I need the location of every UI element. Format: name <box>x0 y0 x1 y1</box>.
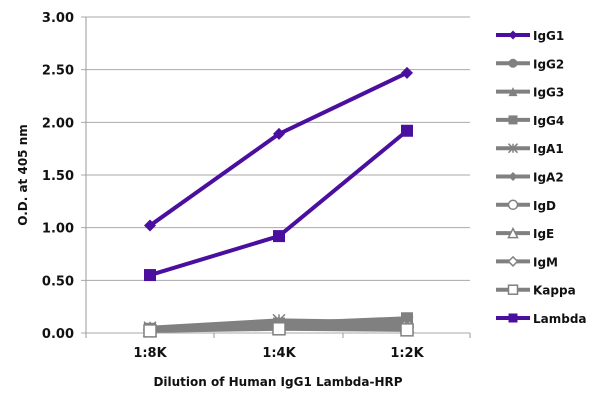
diamond-marker <box>273 127 285 140</box>
diamond-marker <box>144 219 156 232</box>
legend-label: Kappa <box>533 284 576 298</box>
legend-label: IgG1 <box>533 29 564 43</box>
diamond-marker <box>508 30 518 40</box>
x-tick-label: 1:2K <box>390 346 424 361</box>
series-line <box>148 71 408 228</box>
legend-item: IgE <box>496 226 554 241</box>
legend-label: IgE <box>533 227 554 241</box>
diamond-marker <box>507 255 519 267</box>
y-tick-label: 1.00 <box>42 222 74 237</box>
square-marker <box>401 124 413 137</box>
legend-label: IgM <box>533 255 558 269</box>
y-tick-label: 1.50 <box>42 169 74 184</box>
legend-label: IgD <box>533 199 556 213</box>
y-axis-label: O.D. at 405 nm <box>16 124 30 225</box>
square-marker <box>508 313 518 323</box>
legend-label: IgG2 <box>533 57 564 71</box>
square-marker <box>273 230 285 243</box>
triangle-marker <box>507 226 519 239</box>
legend-item: IgG3 <box>496 86 564 100</box>
legend-label: IgA2 <box>533 171 564 185</box>
square-marker <box>144 269 156 282</box>
legend-item: IgD <box>496 199 556 213</box>
diamond-marker <box>401 66 413 79</box>
legend-item: IgA2 <box>496 171 564 185</box>
legend-item: IgA1 <box>496 142 564 156</box>
circle-marker <box>507 199 519 211</box>
triangle-marker <box>508 87 518 97</box>
legend-label: IgA1 <box>533 142 564 156</box>
x-marker-stroke <box>507 143 519 154</box>
y-tick-label: 2.50 <box>42 64 74 79</box>
x-marker <box>507 143 519 154</box>
square-marker <box>400 323 414 337</box>
series-igg1 <box>144 66 413 232</box>
square-marker <box>507 284 519 295</box>
y-tick-label: 0.00 <box>42 327 74 342</box>
legend-label: IgG3 <box>533 86 564 100</box>
x-axis-label: Dilution of Human IgG1 Lambda-HRP <box>153 375 402 389</box>
legend-label: IgG4 <box>533 114 564 128</box>
series-line <box>149 129 409 277</box>
square-marker <box>272 322 286 336</box>
legend-item: IgG2 <box>496 57 564 71</box>
y-tick-label: 3.00 <box>42 11 74 26</box>
square-marker <box>143 324 157 338</box>
diamond-marker <box>508 172 518 181</box>
legend-item: Lambda <box>496 312 587 326</box>
x-tick-label: 1:8K <box>133 346 167 361</box>
x-tick-label: 1:4K <box>262 346 296 361</box>
square-marker <box>508 115 518 125</box>
legend-item: IgG1 <box>496 29 564 43</box>
series-kappa <box>143 322 414 338</box>
legend-label: Lambda <box>533 312 587 326</box>
circle-marker <box>508 58 518 68</box>
legend-item: IgM <box>496 255 558 269</box>
y-tick-label: 0.50 <box>42 274 74 289</box>
legend-item: IgG4 <box>496 114 564 128</box>
series-lambda <box>144 124 413 282</box>
y-tick-label: 2.00 <box>42 116 74 131</box>
legend-item: Kappa <box>496 284 576 298</box>
